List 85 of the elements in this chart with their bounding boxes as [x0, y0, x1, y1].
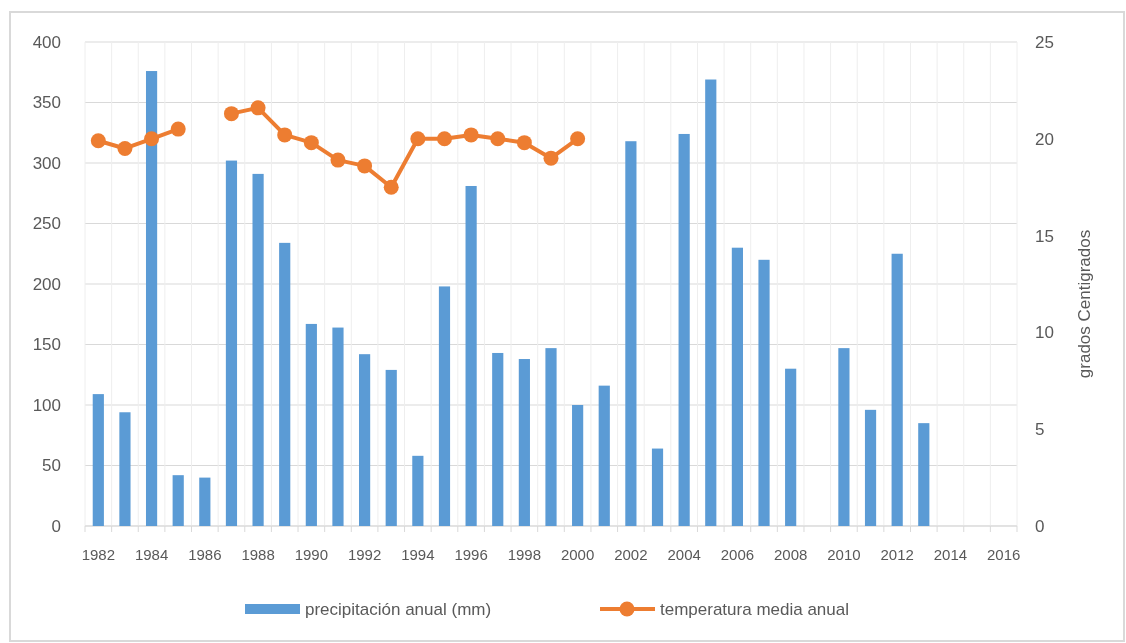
bar	[891, 253, 903, 526]
bar	[918, 423, 930, 526]
point	[436, 131, 452, 147]
bar	[225, 160, 238, 526]
bar	[545, 348, 557, 526]
bar	[412, 455, 424, 526]
x-tick-label: 2014	[933, 546, 968, 563]
bar	[172, 475, 184, 526]
x-tick-label: 1986	[188, 546, 222, 563]
x-tick-label: 2012	[880, 546, 914, 563]
x-tick-label: 1992	[347, 546, 382, 563]
y-tick-label: 0	[51, 516, 61, 536]
bar	[199, 477, 211, 526]
x-tick-label: 2006	[720, 546, 755, 563]
bar	[678, 133, 690, 526]
y2-tick-label: 25	[1035, 32, 1054, 52]
point	[90, 133, 106, 149]
y-tick-label: 300	[32, 153, 61, 173]
point	[277, 127, 293, 143]
point	[383, 179, 399, 195]
point	[117, 140, 133, 156]
bar	[385, 369, 397, 526]
x-tick-label: 1998	[507, 546, 542, 563]
bar	[359, 354, 371, 526]
bar	[305, 323, 317, 526]
x-tick-label: 1990	[294, 546, 329, 563]
y-tick-label: 50	[42, 456, 61, 476]
x-tick-label: 2004	[667, 546, 701, 563]
point	[516, 135, 532, 151]
y-tick-label: 400	[32, 32, 61, 52]
legend-label: precipitación anual (mm)	[305, 599, 492, 619]
bar	[705, 79, 717, 526]
bar	[864, 409, 877, 526]
point	[250, 100, 266, 116]
y2-tick-label: 0	[1035, 516, 1045, 536]
point	[543, 150, 559, 166]
y-tick-label: 100	[32, 395, 61, 415]
y2-tick-label: 5	[1035, 420, 1045, 440]
point	[303, 135, 319, 151]
y-tick-label: 150	[32, 335, 61, 355]
bar	[119, 412, 131, 526]
bar	[838, 348, 850, 526]
point	[463, 127, 479, 143]
bar	[731, 247, 743, 526]
bar	[651, 448, 664, 526]
bar	[518, 359, 530, 526]
point	[410, 131, 426, 147]
y2-tick-label: 15	[1035, 226, 1054, 246]
x-tick-label: 1988	[241, 546, 275, 563]
point	[170, 121, 186, 137]
x-tick-label: 1984	[134, 546, 169, 563]
point	[490, 131, 506, 147]
bar	[598, 385, 610, 526]
bar	[92, 394, 104, 526]
bar	[252, 173, 264, 526]
bar	[572, 405, 584, 526]
bar	[785, 368, 797, 526]
y2-axis-title: grados Centigrados	[1075, 229, 1094, 379]
x-tick-label: 1994	[401, 546, 435, 563]
y2-tick-label: 20	[1035, 129, 1054, 149]
bar	[438, 286, 451, 526]
point	[223, 106, 239, 122]
bar	[492, 352, 504, 526]
bar	[332, 327, 344, 526]
x-tick-label: 2008	[773, 546, 808, 563]
y-tick-label: 200	[32, 274, 61, 294]
bar	[145, 71, 158, 526]
bar	[279, 242, 291, 526]
bar	[625, 141, 637, 526]
x-tick-label: 1982	[81, 546, 115, 563]
y-tick-label: 250	[32, 214, 61, 234]
x-tick-label: 2000	[560, 546, 595, 563]
x-tick-label: 1996	[454, 546, 488, 563]
x-tick-label: 2010	[827, 546, 861, 563]
point	[357, 158, 373, 174]
legend-label: temperatura media anual	[660, 599, 850, 619]
y-tick-label: 350	[32, 93, 61, 113]
point	[330, 152, 346, 168]
bar	[465, 185, 477, 526]
y2-tick-label: 10	[1035, 323, 1054, 343]
bar	[758, 259, 770, 526]
x-tick-label: 2016	[987, 546, 1021, 563]
point	[144, 131, 160, 147]
point	[570, 131, 586, 147]
x-tick-label: 2002	[614, 546, 648, 563]
